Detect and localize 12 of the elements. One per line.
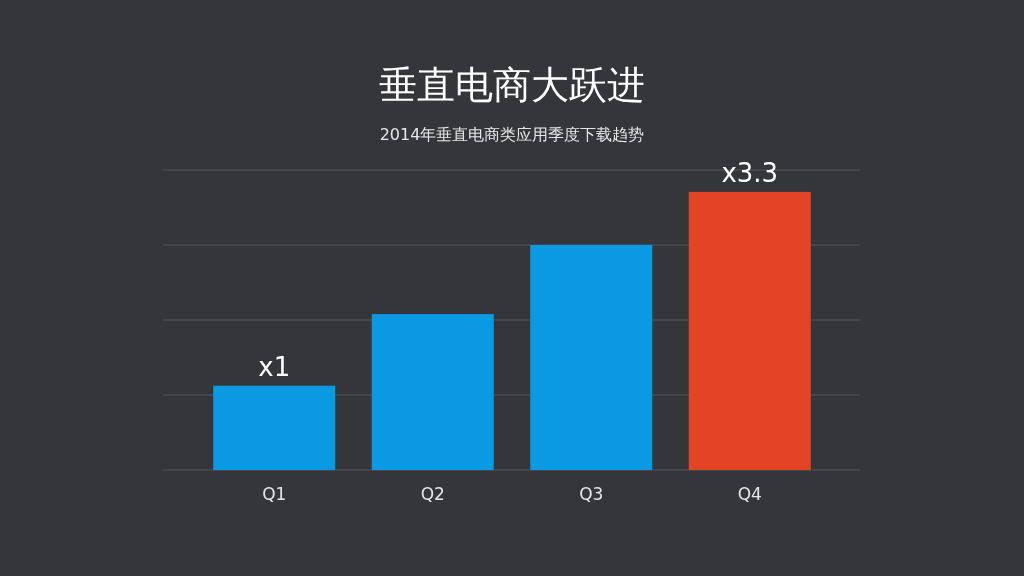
bar bbox=[688, 191, 811, 470]
data-label: x3.3 bbox=[721, 157, 779, 188]
x-tick-label: Q4 bbox=[737, 484, 762, 504]
chart-title: 垂直电商大跃进 bbox=[379, 63, 645, 107]
bar bbox=[371, 314, 494, 470]
x-tick-label: Q2 bbox=[420, 484, 445, 504]
bar bbox=[530, 245, 653, 470]
x-tick-label: Q1 bbox=[262, 484, 287, 504]
x-tick-label: Q3 bbox=[579, 484, 604, 504]
data-label: x1 bbox=[258, 351, 291, 382]
bar bbox=[213, 385, 336, 470]
chart-subtitle: 2014年垂直电商类应用季度下载趋势 bbox=[379, 125, 645, 144]
